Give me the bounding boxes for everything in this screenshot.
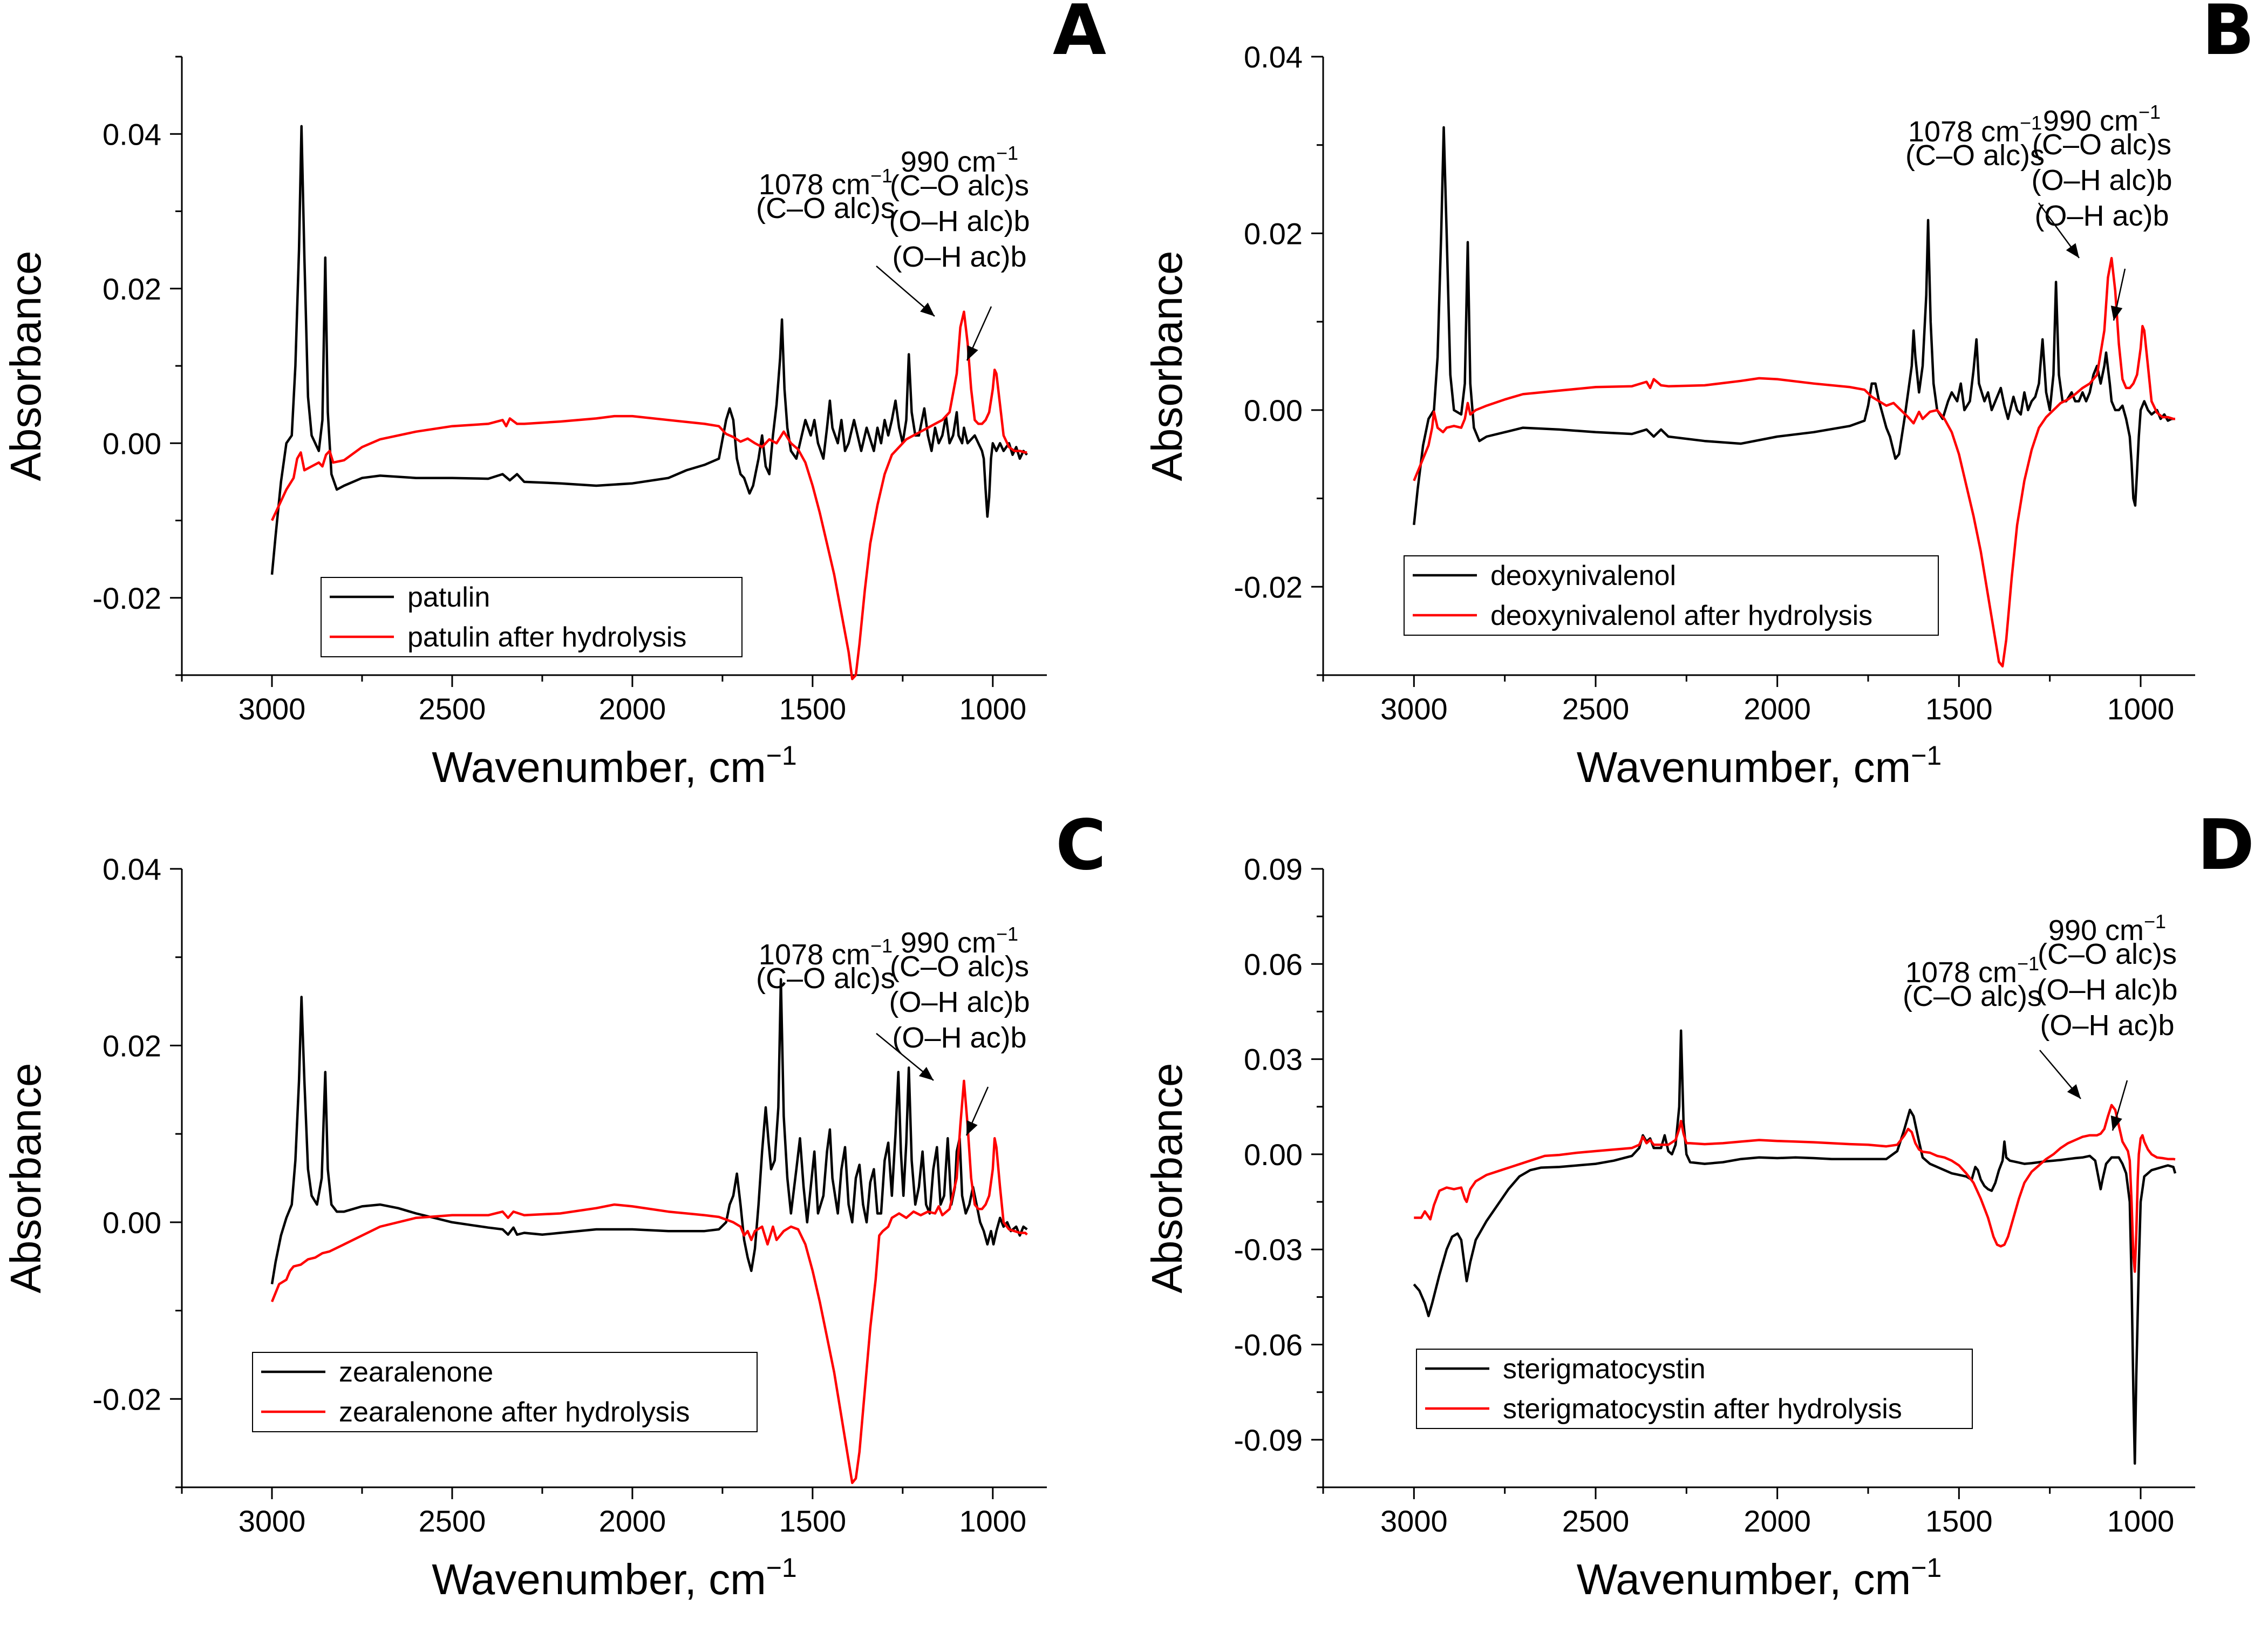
y-axis-title: Absorbance xyxy=(2,251,50,481)
legend-entry: sterigmatocystin after hydrolysis xyxy=(1503,1393,1902,1425)
annotation-arrow-990-head xyxy=(2110,1115,2122,1131)
x-tick-label: 1500 xyxy=(779,1504,847,1538)
x-tick-label: 2500 xyxy=(1562,1504,1630,1538)
panel-letter: B xyxy=(2202,0,2255,71)
x-tick-label: 2500 xyxy=(419,1504,486,1538)
y-tick-label: -0.06 xyxy=(1234,1328,1303,1362)
annotation-arrow-1078-head xyxy=(2066,243,2079,258)
series-line-raw xyxy=(270,125,1028,575)
series-line-hydrolyzed xyxy=(1414,1104,2176,1273)
panel-letter: C xyxy=(1055,805,1106,886)
annotation-990: 990 cm−1 (C–O alc)s (O–H alc)b (O–H ac)b xyxy=(2031,101,2172,232)
x-axis-title: Wavenumber, cm−1 xyxy=(1577,740,1942,791)
legend-entry: patulin xyxy=(407,582,490,613)
annotation-1078: 1078 cm−1 (C–O alc)s xyxy=(756,935,895,995)
series-line-raw xyxy=(1413,1029,2177,1465)
annotation-arrow-1078-head xyxy=(918,1067,934,1080)
panel-b: 0.04 0.02 0.00 -0.02 3000 2500 2000 1500 1000 Wav… xyxy=(1143,0,2255,791)
x-axis-title: Wavenumber, cm−1 xyxy=(432,740,796,791)
legend-box xyxy=(252,1352,758,1432)
y-tick-label: 0.00 xyxy=(103,426,161,460)
legend-box xyxy=(321,577,743,657)
y-tick-label: 0.00 xyxy=(1244,393,1303,427)
y-tick-label: 0.00 xyxy=(103,1206,161,1240)
x-tick-label: 1000 xyxy=(959,692,1027,726)
x-axis-title: Wavenumber, cm−1 xyxy=(432,1553,796,1603)
x-tick-label: 2500 xyxy=(419,692,486,726)
x-tick-label: 1000 xyxy=(2107,692,2175,726)
x-tick-label: 3000 xyxy=(1380,692,1448,726)
y-tick-label: -0.02 xyxy=(92,1382,161,1416)
y-tick-label: 0.00 xyxy=(1244,1138,1303,1172)
y-tick-label: 0.04 xyxy=(103,852,161,886)
legend-entry: deoxynivalenol xyxy=(1490,560,1676,591)
x-tick-label: 1500 xyxy=(779,692,847,726)
panel-a: 0.04 0.02 0.00 -0.02 3000 2500 2000 1500 1000 Wav… xyxy=(2,0,1106,791)
legend-entry: sterigmatocystin xyxy=(1503,1353,1706,1385)
x-tick-label: 2000 xyxy=(599,692,666,726)
x-tick-label: 1000 xyxy=(2107,1504,2175,1538)
y-tick-label: 0.03 xyxy=(1244,1043,1303,1077)
y-tick-label: -0.02 xyxy=(1234,570,1303,604)
y-tick-label: 0.04 xyxy=(103,117,161,151)
series-line-hydrolyzed xyxy=(270,310,1027,681)
y-axis-title: Absorbance xyxy=(2,1063,50,1294)
y-tick-label: 0.06 xyxy=(1244,947,1303,981)
y-tick-label: 0.09 xyxy=(1244,852,1303,886)
annotation-arrow-1078-head xyxy=(920,302,935,316)
y-axis-title: Absorbance xyxy=(1143,1063,1191,1294)
series-line-hydrolyzed xyxy=(1413,257,2175,668)
series-line-hydrolyzed xyxy=(270,1079,1028,1485)
panel-d: 0.09 0.06 0.03 0.00 -0.03 -0.06 -0.09 3000 2500 2… xyxy=(1143,805,2255,1603)
legend-entry: zearalenone xyxy=(339,1357,493,1388)
legend-entry: zearalenone after hydrolysis xyxy=(339,1397,690,1428)
x-tick-label: 2000 xyxy=(599,1504,666,1538)
annotation-1078: 1078 cm−1 (C–O alc)s xyxy=(1905,112,2045,172)
x-tick-label: 1000 xyxy=(959,1504,1027,1538)
panel-c: 0.04 0.02 0.00 -0.02 3000 2500 2000 1500 1000 Wav… xyxy=(2,805,1106,1603)
y-tick-label: 0.02 xyxy=(1244,216,1303,250)
annotation-1078: 1078 cm−1 (C–O alc)s xyxy=(1903,953,2042,1012)
x-tick-label: 1500 xyxy=(1925,1504,1993,1538)
legend-box xyxy=(1404,555,1939,636)
y-tick-label: -0.03 xyxy=(1234,1233,1303,1267)
legend-entry: deoxynivalenol after hydrolysis xyxy=(1490,600,1872,631)
x-axis-title: Wavenumber, cm−1 xyxy=(1577,1553,1942,1603)
annotation-1078: 1078 cm−1 (C–O alc)s xyxy=(756,165,895,224)
y-tick-label: -0.02 xyxy=(92,581,161,615)
annotation-arrow-1078-head xyxy=(2067,1084,2081,1099)
annotation-990: 990 cm−1 (C–O alc)s (O–H alc)b (O–H ac)b xyxy=(889,142,1030,273)
panel-letter: A xyxy=(1053,0,1106,71)
series-line-raw xyxy=(1413,126,2175,525)
x-tick-label: 2000 xyxy=(1743,692,1811,726)
x-tick-label: 1500 xyxy=(1925,692,1993,726)
annotation-arrow-990-head xyxy=(967,345,978,360)
y-tick-label: 0.04 xyxy=(1244,40,1303,74)
x-tick-label: 3000 xyxy=(239,1504,306,1538)
y-tick-label: 0.02 xyxy=(103,272,161,306)
annotation-arrow-990-head xyxy=(966,1120,978,1135)
panel-letter: D xyxy=(2197,805,2255,886)
annotation-990: 990 cm−1 (C–O alc)s (O–H alc)b (O–H ac)b xyxy=(889,923,1030,1054)
annotation-990: 990 cm−1 (C–O alc)s (O–H alc)b (O–H ac)b xyxy=(2037,910,2177,1042)
y-axis-title: Absorbance xyxy=(1143,251,1191,481)
legend-entry: patulin after hydrolysis xyxy=(407,622,686,653)
x-tick-label: 2000 xyxy=(1743,1504,1811,1538)
x-tick-label: 3000 xyxy=(239,692,306,726)
y-tick-label: 0.02 xyxy=(103,1029,161,1063)
y-tick-label: -0.09 xyxy=(1234,1423,1303,1457)
legend-box xyxy=(1416,1349,1973,1429)
x-tick-label: 2500 xyxy=(1562,692,1630,726)
x-tick-label: 3000 xyxy=(1380,1504,1448,1538)
annotation-arrow-990-head xyxy=(2110,305,2123,321)
